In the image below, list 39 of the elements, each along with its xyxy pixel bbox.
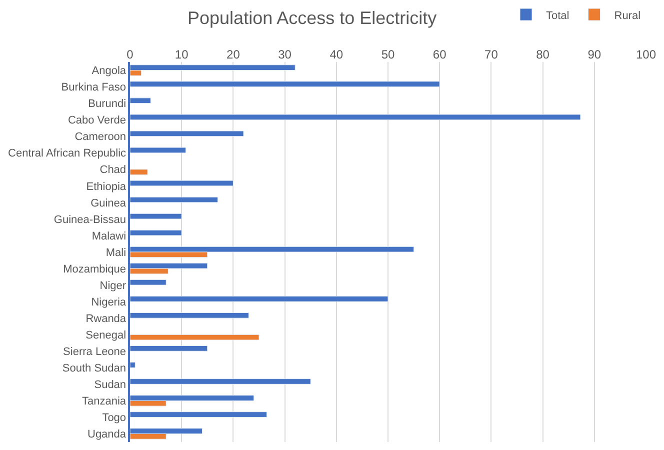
y-tick-label: Nigeria xyxy=(91,296,127,308)
legend-label: Total xyxy=(546,10,570,22)
bar xyxy=(130,334,260,340)
y-tick-label: Ethiopia xyxy=(86,180,127,193)
y-tick-label: Angola xyxy=(92,65,127,78)
y-tick-label: Malawi xyxy=(92,230,126,242)
y-tick-label: Niger xyxy=(100,280,126,292)
y-tick-label: Cameroon xyxy=(74,131,126,144)
y-tick-label: Mozambique xyxy=(63,263,126,276)
x-tick-label: 50 xyxy=(381,48,395,62)
y-tick-label: Sudan xyxy=(94,379,126,392)
x-tick-label: 60 xyxy=(432,48,447,62)
x-tick-label: 0 xyxy=(126,48,134,62)
y-tick-label: Burkina Faso xyxy=(61,82,126,94)
y-tick-label: Sierra Leone xyxy=(63,346,126,358)
x-tick-label: 80 xyxy=(536,48,550,62)
y-tick-label: Uganda xyxy=(88,428,127,441)
y-tick-label: Rwanda xyxy=(86,312,127,325)
legend-label: Rural xyxy=(614,10,641,22)
bar xyxy=(130,169,148,176)
x-tick-label: 40 xyxy=(330,48,344,62)
x-tick-label: 70 xyxy=(484,48,498,62)
x-tick-label: 10 xyxy=(174,48,189,62)
y-tick-label: Mali xyxy=(106,246,126,259)
y-tick-label: Togo xyxy=(102,412,126,424)
y-tick-label: Tanzania xyxy=(82,396,127,408)
chart-title: Population Access to Electricity xyxy=(188,8,437,28)
x-tick-label: 90 xyxy=(588,48,602,62)
y-tick-label: Central African Republic xyxy=(8,148,127,160)
x-tick-label: 100 xyxy=(636,48,656,62)
x-tick-label: 20 xyxy=(226,48,240,62)
y-tick-label: Guinea xyxy=(90,197,127,210)
y-tick-label: Cabo Verde xyxy=(68,114,126,127)
x-tick-label: 30 xyxy=(278,48,292,62)
y-tick-label: Senegal xyxy=(86,329,126,342)
y-tick-label: South Sudan xyxy=(62,362,126,374)
y-tick-label: Chad xyxy=(100,164,126,176)
y-tick-label: Burundi xyxy=(88,98,126,110)
y-tick-label: Guinea-Bissau xyxy=(54,214,126,226)
